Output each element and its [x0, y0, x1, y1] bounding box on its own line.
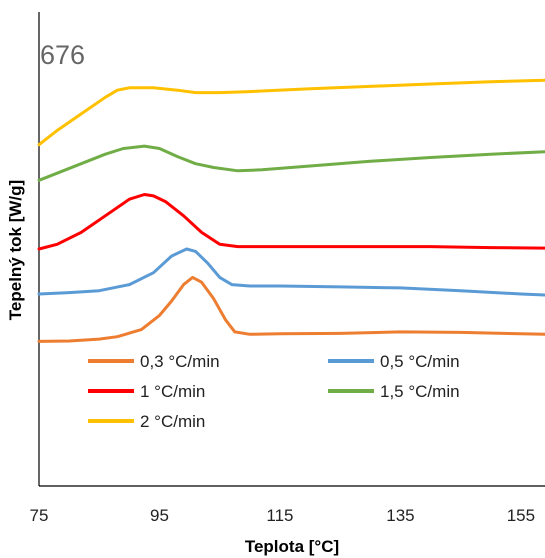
- legend-label-2: 1 °C/min: [140, 382, 205, 401]
- series-line-3: [37, 144, 545, 182]
- series-line-2: [37, 193, 545, 251]
- legend-label-4: 2 °C/min: [140, 412, 205, 431]
- chart-annotation: 676: [40, 40, 85, 70]
- legend-label-1: 0,5 °C/min: [380, 352, 460, 371]
- x-tick-label-1: 95: [150, 506, 169, 525]
- plot-area: 676: [37, 12, 545, 487]
- series-layer: [37, 78, 545, 343]
- x-tick-label-2: 115: [266, 506, 293, 525]
- y-axis-title: Tepelný tok [W/g]: [6, 180, 25, 320]
- series-line-1: [37, 247, 545, 297]
- x-tick-label-3: 135: [386, 506, 414, 525]
- series-line-0: [37, 275, 545, 343]
- legend: 0,3 °C/min 0,5 °C/min 1 °C/min 1,5 °C/min 2 …: [88, 352, 460, 431]
- x-tick-label-4: 155: [507, 506, 535, 525]
- series-line-4: [37, 78, 545, 147]
- x-tick-label-0: 75: [30, 506, 49, 525]
- x-tick-labels: 75 95 115 135 155: [30, 506, 536, 525]
- legend-label-0: 0,3 °C/min: [140, 352, 220, 371]
- legend-label-3: 1,5 °C/min: [380, 382, 460, 401]
- x-axis-title: Teplota [°C]: [245, 537, 339, 556]
